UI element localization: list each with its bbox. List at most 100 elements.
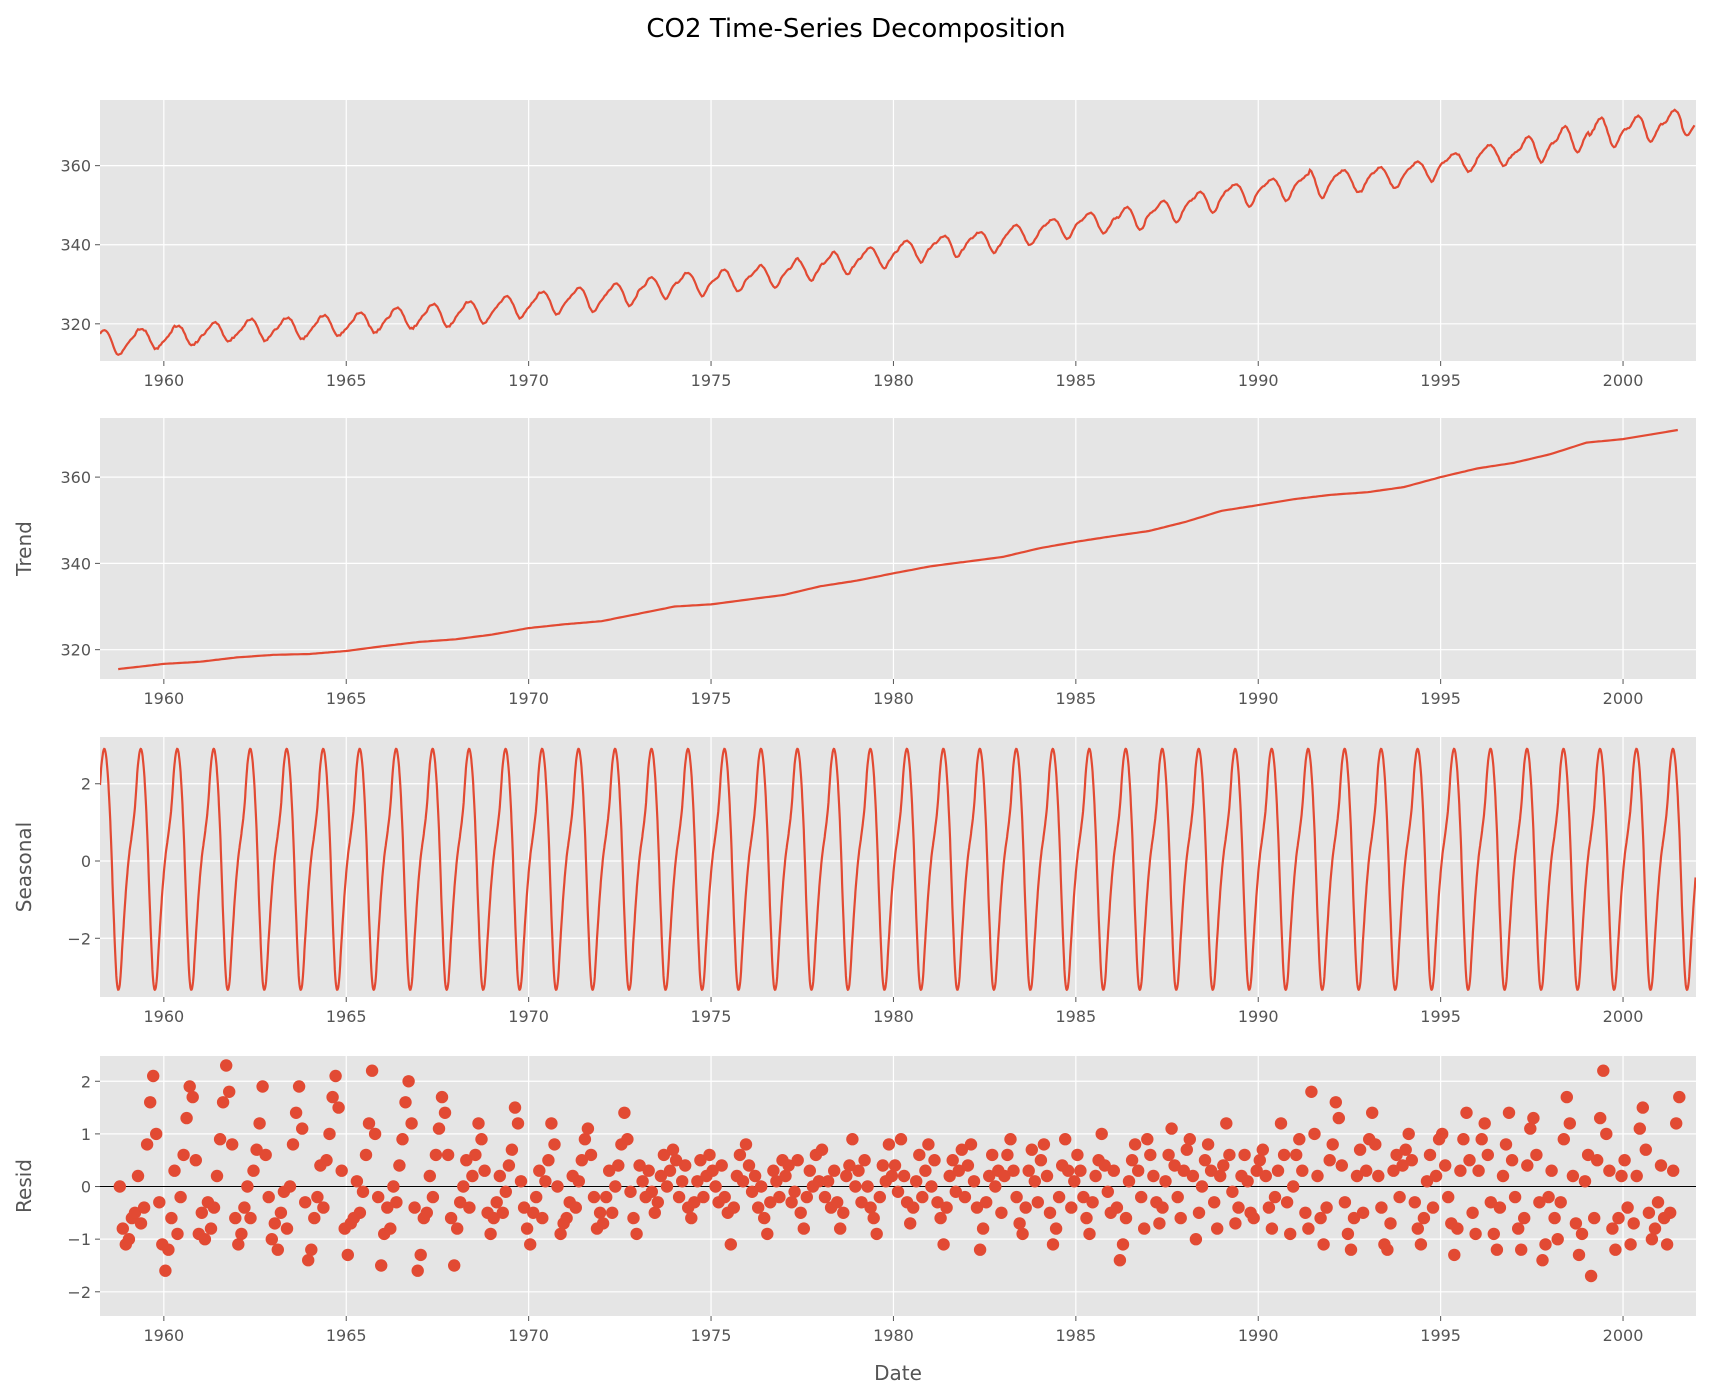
resid-point	[1071, 1148, 1084, 1162]
resid-point	[1621, 1201, 1634, 1214]
resid-point	[1673, 1090, 1686, 1104]
resid-point	[1189, 1233, 1203, 1246]
y-tick-label: 2	[81, 775, 91, 794]
resid-point	[165, 1211, 178, 1225]
resid-point	[180, 1111, 193, 1125]
resid-point	[475, 1133, 488, 1146]
x-tick-label: 1970	[508, 689, 549, 708]
resid-point	[280, 1222, 294, 1235]
resid-point	[262, 1190, 275, 1204]
resid-point	[663, 1164, 677, 1177]
x-tick-label: 1975	[691, 371, 732, 390]
resid-point	[569, 1201, 582, 1214]
resid-point	[229, 1211, 242, 1225]
x-tick-label: 1975	[691, 689, 732, 708]
resid-point	[1487, 1227, 1501, 1241]
resid-point	[1122, 1175, 1136, 1188]
resid-point	[1247, 1211, 1260, 1225]
resid-point	[609, 1180, 622, 1193]
resid-point	[1010, 1190, 1023, 1204]
resid-point	[1004, 1133, 1017, 1146]
resid-point	[600, 1190, 613, 1204]
resid-point	[1326, 1138, 1339, 1151]
resid-point	[685, 1211, 698, 1225]
resid-point	[122, 1233, 136, 1246]
resid-point	[1627, 1217, 1640, 1230]
resid-point	[1451, 1222, 1464, 1235]
resid-point	[885, 1169, 899, 1183]
resid-point	[922, 1138, 935, 1151]
resid-point	[153, 1196, 166, 1209]
resid-point	[1369, 1138, 1382, 1151]
resid-point	[1457, 1133, 1470, 1146]
resid-point	[742, 1159, 756, 1172]
resid-point	[1080, 1211, 1093, 1225]
resid-point	[764, 1196, 777, 1209]
resid-point	[1426, 1201, 1440, 1214]
resid-point	[499, 1185, 512, 1199]
resid-point	[1624, 1238, 1637, 1251]
resid-point	[1065, 1201, 1078, 1214]
resid-point	[131, 1169, 145, 1183]
resid-point	[1195, 1180, 1209, 1193]
resid-point	[1201, 1138, 1215, 1151]
x-tick-label: 1995	[1420, 1007, 1461, 1026]
resid-point	[1603, 1164, 1616, 1177]
resid-point	[1320, 1201, 1333, 1214]
resid-point	[733, 1148, 747, 1162]
resid-point	[1217, 1159, 1230, 1172]
resid-point	[679, 1159, 692, 1172]
resid-point	[797, 1222, 810, 1235]
resid-point	[736, 1175, 750, 1188]
resid-point	[283, 1180, 297, 1193]
resid-point	[1052, 1190, 1066, 1204]
resid-point	[551, 1180, 564, 1193]
y-tick-label: 320	[60, 641, 91, 660]
resid-point	[359, 1148, 373, 1162]
resid-point	[1384, 1217, 1397, 1230]
x-tick-label: 1975	[691, 1326, 732, 1345]
resid-point	[1667, 1164, 1680, 1177]
resid-point	[1305, 1085, 1318, 1099]
resid-point	[724, 1238, 737, 1251]
resid-point	[198, 1233, 212, 1246]
resid-point	[171, 1227, 184, 1241]
resid-point	[1034, 1154, 1048, 1167]
resid-point	[1645, 1233, 1659, 1246]
resid-point	[1259, 1169, 1273, 1183]
resid-point	[1177, 1164, 1191, 1177]
x-tick-label: 1965	[326, 689, 367, 708]
resid-point	[408, 1201, 421, 1214]
resid-point	[603, 1164, 616, 1177]
x-tick-label: 1965	[326, 1007, 367, 1026]
resid-point	[1609, 1243, 1622, 1256]
resid-point	[618, 1106, 631, 1120]
resid-point	[238, 1201, 251, 1214]
resid-point	[235, 1227, 248, 1241]
resid-point	[1277, 1148, 1291, 1162]
resid-point	[1132, 1164, 1145, 1177]
resid-point	[1372, 1169, 1385, 1183]
x-tick-label: 1980	[873, 1326, 914, 1345]
resid-point	[317, 1201, 330, 1214]
resid-point	[399, 1096, 412, 1109]
resid-point	[752, 1201, 765, 1214]
x-tick-label: 1995	[1420, 689, 1461, 708]
resid-point	[320, 1154, 333, 1167]
resid-point	[1515, 1243, 1528, 1256]
resid-point	[876, 1159, 889, 1172]
resid-point	[159, 1264, 172, 1277]
x-tick-label: 1970	[508, 371, 549, 390]
resid-point	[1162, 1148, 1175, 1162]
resid-point	[1569, 1217, 1583, 1230]
resid-point	[444, 1211, 458, 1225]
resid-point	[1405, 1154, 1419, 1167]
resid-point	[1639, 1143, 1653, 1156]
y-tick-label: 360	[60, 468, 91, 487]
resid-point	[1524, 1122, 1537, 1135]
x-tick-label: 1960	[143, 371, 184, 390]
resid-point	[961, 1159, 975, 1172]
resid-point	[1612, 1211, 1625, 1225]
resid-point	[1366, 1106, 1379, 1120]
resid-point	[1040, 1169, 1054, 1183]
